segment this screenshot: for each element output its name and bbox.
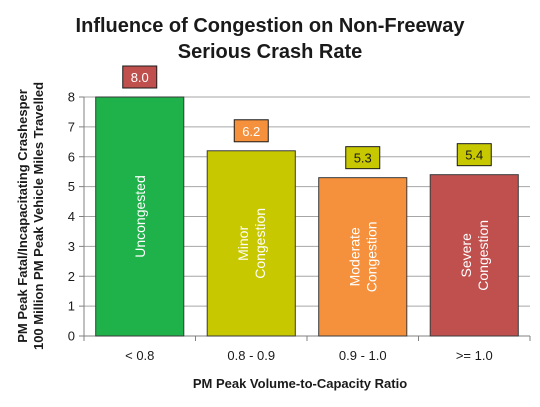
bar-inner-label-line: Congestion <box>475 220 491 291</box>
bar <box>429 174 519 337</box>
bar-inner-label-line: Severe <box>458 233 474 278</box>
bar-inner-label: Moderate Congestion <box>346 221 379 292</box>
x-tick-label: >= 1.0 <box>456 348 493 363</box>
bar <box>206 150 296 337</box>
chart-title: Influence of Congestion on Non-Freeway S… <box>76 15 466 63</box>
y-tick-label: 3 <box>68 239 75 254</box>
bars: Uncongested Minor Congestion Moderate Conges… <box>95 96 519 337</box>
y-tick-label: 2 <box>68 269 75 284</box>
y-axis-title-line-1: PM Peak Fatal/Incapacitating Crashesper <box>15 89 30 343</box>
x-tick-label: 0.9 - 1.0 <box>339 348 387 363</box>
y-tick-label: 6 <box>68 149 75 164</box>
data-label-box <box>233 119 269 143</box>
y-tick-label: 4 <box>68 209 75 224</box>
bar-inner-label-line: Minor <box>235 226 251 261</box>
y-tick-label: 1 <box>68 299 75 314</box>
y-tick-label: 0 <box>68 329 75 344</box>
y-tick-label: 7 <box>68 119 75 134</box>
data-label: 8.0 <box>131 70 149 85</box>
data-label-box <box>345 146 381 170</box>
bar-inner-label: Minor Congestion <box>235 208 268 279</box>
x-tick-label: 0.8 - 0.9 <box>227 348 275 363</box>
y-tick-label: 5 <box>68 179 75 194</box>
bar-inner-label-line: Moderate <box>346 227 362 286</box>
y-axis-title: PM Peak Fatal/Incapacitating Crashesper … <box>15 82 46 350</box>
chart-title-line-1: Influence of Congestion on Non-Freeway <box>76 15 466 37</box>
data-labels: 8.0 6.2 5.3 5.4 <box>122 65 492 170</box>
bar-inner-label-line: Congestion <box>363 221 379 292</box>
y-axis-title-line-2: 100 Million PM Peak Vehicle Miles Travel… <box>31 82 46 350</box>
bar <box>318 177 408 337</box>
bar-inner-label: Uncongested <box>132 175 148 258</box>
y-tick-label: 8 <box>68 90 75 105</box>
bar <box>95 96 185 337</box>
tick-labels: 0 1 2 3 4 5 6 7 8 < 0.8 0.8 - 0.9 0.9 - 1.0 >= 1.0 <box>68 90 493 364</box>
x-axis-title: PM Peak Volume-to-Capacity Ratio <box>193 376 407 391</box>
data-label-box <box>456 143 492 167</box>
x-tick-label: < 0.8 <box>125 348 154 363</box>
chart-title-line-2: Serious Crash Rate <box>178 41 363 63</box>
bar-inner-label-line: Congestion <box>252 208 268 279</box>
data-label: 5.4 <box>465 148 483 163</box>
bar-inner-label: Severe Congestion <box>458 220 491 291</box>
data-label: 5.3 <box>354 151 372 166</box>
bar-inner-label-line: Uncongested <box>132 175 148 258</box>
data-label-box <box>122 65 158 89</box>
data-label: 6.2 <box>242 124 260 139</box>
